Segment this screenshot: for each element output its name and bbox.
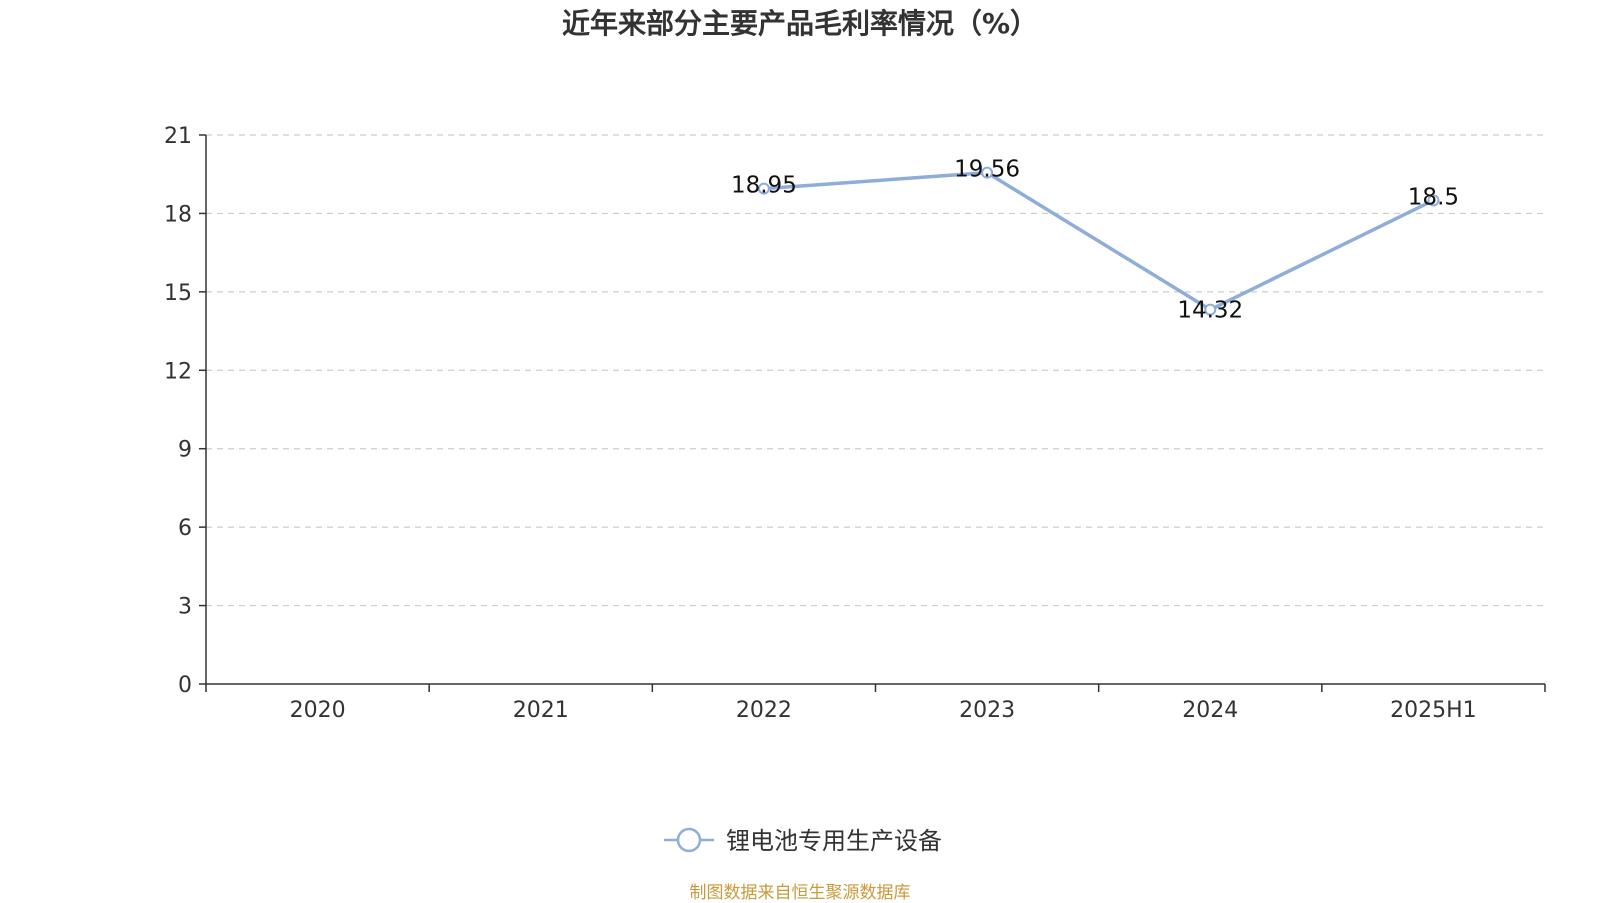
data-label: 14.32 <box>1177 298 1243 324</box>
y-tick-label: 21 <box>164 124 192 149</box>
series-line <box>763 170 1435 312</box>
chart-title: 近年来部分主要产品毛利率情况（%） <box>561 7 1039 40</box>
data-labels: 18.95 19.56 14.32 18.5 <box>731 157 1459 324</box>
data-point[interactable] <box>981 166 994 179</box>
y-tick-label: 18 <box>164 202 192 227</box>
data-label: 18.95 <box>731 173 797 199</box>
data-label: 19.56 <box>954 157 1020 183</box>
y-tick-label: 12 <box>164 359 192 384</box>
y-tick-label: 0 <box>178 673 192 698</box>
x-tick-label: 2023 <box>959 698 1015 723</box>
data-point[interactable] <box>1427 194 1440 207</box>
x-tick-label: 2024 <box>1182 698 1238 723</box>
y-tick-label: 15 <box>164 281 192 306</box>
x-tick-label: 2022 <box>736 698 792 723</box>
legend-marker-icon <box>676 827 702 853</box>
data-label: 18.5 <box>1408 184 1459 210</box>
series-line-group <box>757 166 1440 316</box>
y-tick-label: 3 <box>178 595 192 620</box>
legend[interactable]: 锂电池专用生产设备 <box>664 827 942 855</box>
x-tick-label: 2021 <box>513 698 569 723</box>
source-note: 制图数据来自恒生聚源数据库 <box>689 883 911 903</box>
x-tick-label: 2025H1 <box>1390 698 1477 723</box>
data-point[interactable] <box>757 182 770 195</box>
grid-lines <box>206 134 1545 607</box>
y-tick-label: 6 <box>178 516 192 541</box>
x-tick-label: 2020 <box>290 698 346 723</box>
y-tick-label: 9 <box>178 438 192 463</box>
legend-label[interactable]: 锂电池专用生产设备 <box>726 827 942 855</box>
axes: 0 3 6 9 12 15 18 21 2020 2021 2022 2023 2024 2025H1 <box>164 124 1546 723</box>
data-point[interactable] <box>1204 303 1217 316</box>
